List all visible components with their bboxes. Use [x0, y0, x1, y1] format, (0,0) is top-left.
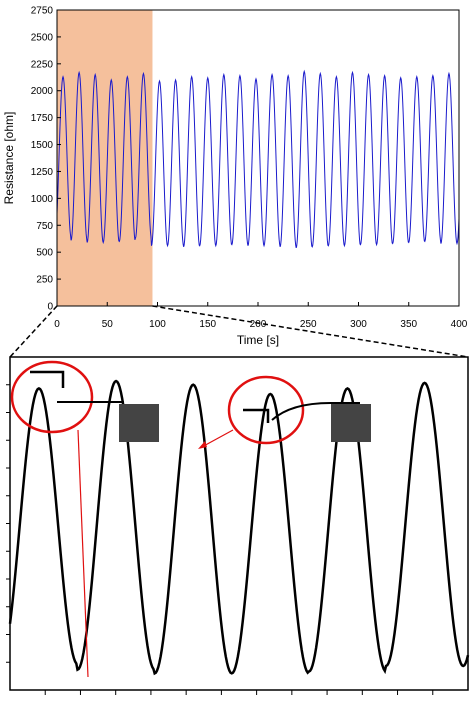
- y-tick-label: 0: [47, 302, 53, 313]
- probe-glyph-1: [30, 370, 65, 388]
- y-axis-label: Resistance [ohm]: [2, 112, 16, 205]
- top-chart: 0250500750100012501500175020002250250027…: [2, 6, 468, 348]
- y-tick-label: 2500: [31, 32, 54, 43]
- annotation-bent-contact: [198, 375, 371, 449]
- y-tick-label: 1750: [31, 113, 54, 124]
- zoom-axis-ticks: [6, 384, 434, 695]
- resistance-series-line: [56, 69, 460, 249]
- y-tick-label: 1500: [31, 140, 54, 151]
- y-tick-label: 750: [36, 221, 53, 232]
- y-tick-label: 1250: [31, 167, 54, 178]
- y-tick-label: 500: [36, 248, 53, 259]
- sensor-block-1: [119, 404, 159, 442]
- zoom-connector-right: [152, 305, 469, 358]
- annotation-flat-contact: [10, 360, 159, 678]
- y-tick-label: 1000: [31, 194, 54, 205]
- x-tick-label: 250: [300, 319, 317, 330]
- annotation-circle-2: [227, 375, 305, 445]
- x-tick-label: 350: [400, 319, 417, 330]
- cantilever-bent: [271, 401, 360, 421]
- zoom-connector-left: [9, 305, 58, 358]
- y-tick-label: 2000: [31, 86, 54, 97]
- zoom-chart: [6, 356, 470, 695]
- x-tick-label: 100: [149, 319, 166, 330]
- highlight-region: [57, 10, 153, 306]
- x-axis-ticks: 0 50 100 150 200 250 300 350 400: [54, 302, 468, 330]
- x-tick-label: 300: [350, 319, 367, 330]
- x-tick-label: 50: [102, 319, 114, 330]
- zoom-series-line: [8, 379, 470, 676]
- y-tick-label: 2250: [31, 59, 54, 70]
- x-tick-label: 150: [199, 319, 216, 330]
- x-tick-label: 200: [250, 319, 267, 330]
- sensor-block-2: [331, 404, 371, 442]
- y-tick-label: 250: [36, 275, 53, 286]
- annotation-arrowhead-2: [198, 441, 207, 449]
- x-tick-label: 0: [54, 319, 60, 330]
- y-axis-ticks: 0 250 500 750 1000 1250 1500 1750 2000 2250 2500 27…: [31, 6, 61, 313]
- annotation-circle-1: [10, 360, 94, 434]
- x-axis-label: Time [s]: [237, 333, 279, 347]
- annotation-pointer-line-1: [77, 429, 89, 678]
- x-tick-label: 400: [451, 319, 468, 330]
- zoom-plot-frame: [9, 356, 469, 691]
- y-tick-label: 2750: [31, 6, 54, 17]
- probe-glyph-2: [243, 408, 270, 423]
